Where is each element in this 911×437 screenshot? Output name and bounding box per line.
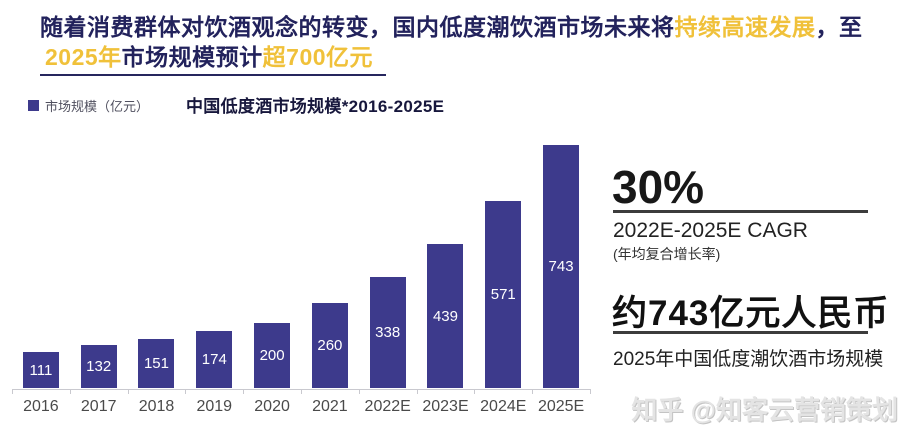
- x-axis-tick: [358, 389, 360, 394]
- bar-group-2025E: 743: [532, 145, 590, 388]
- x-axis-label-2020: 2020: [254, 398, 290, 415]
- legend-swatch-icon: [28, 100, 39, 111]
- bar-group-2020: 200: [243, 145, 301, 388]
- x-axis-label-2025E: 2025E: [537, 398, 585, 415]
- bar-value-label-2024E: 571: [490, 286, 516, 303]
- headline-line-1: 随着消费群体对饮酒观念的转变，国内低度潮饮酒市场未来将持续高速发展，至: [40, 12, 880, 42]
- bar-2025E: 743: [543, 145, 580, 388]
- headline-line-2: 2025年市场规模预计超700亿元: [45, 42, 880, 72]
- headline-highlight-amount: 超700亿元: [262, 44, 374, 70]
- headline-text-2: 市场规模预计: [121, 44, 263, 70]
- bar-value-label-2017: 132: [86, 358, 112, 375]
- cagr-label: 2022E-2025E CAGR: [613, 219, 808, 242]
- x-axis-label-2023E: 2023E: [422, 398, 469, 415]
- bar-2022E: 338: [369, 277, 406, 388]
- headline-highlight: 持续高速发展: [674, 14, 816, 40]
- bar-group-2018: 151: [128, 145, 186, 388]
- x-axis-tick: [301, 389, 302, 394]
- cagr-divider: [613, 210, 868, 213]
- chart-legend: 市场规模（亿元）: [28, 96, 149, 115]
- bar-value-label-2019: 174: [201, 351, 227, 368]
- x-axis-label-2017: 2017: [80, 398, 117, 415]
- bar-2017: 132: [80, 345, 117, 388]
- x-axis-tick: [69, 389, 71, 394]
- headline-text-suffix: ，至: [815, 14, 863, 40]
- bar-group-2019: 174: [185, 145, 243, 388]
- bar-value-label-2022E: 338: [375, 324, 401, 341]
- x-axis-tick: [127, 389, 129, 394]
- bar-group-2022E: 338: [359, 145, 417, 388]
- x-axis-label-2024E: 2024E: [480, 398, 527, 415]
- x-axis-tick: [12, 389, 13, 394]
- bar-value-label-2016: 111: [29, 361, 53, 379]
- bar-2016: 111: [22, 352, 59, 388]
- x-axis-tick: [416, 389, 418, 394]
- x-axis-tick: [590, 389, 591, 394]
- headline-text: 随着消费群体对饮酒观念的转变，国内低度潮饮酒市场未来将: [40, 14, 675, 40]
- bar-value-label-2020: 200: [259, 347, 285, 364]
- legend-label: 市场规模（亿元）: [45, 99, 150, 114]
- market-size-value: 约743亿元人民币: [612, 294, 890, 333]
- bar-value-label-2021: 260: [317, 337, 343, 354]
- x-axis-tick: [185, 389, 187, 394]
- x-axis-tick: [474, 389, 476, 394]
- bar-group-2017: 132: [70, 145, 128, 388]
- bar-2021: 260: [311, 303, 348, 388]
- x-axis-label-2018: 2018: [138, 398, 175, 415]
- headline-highlight-year: 2025年: [45, 44, 122, 70]
- bar-plot: 111 132 151 174 200 260 338 439 571 743: [12, 145, 590, 388]
- bar-group-2016: 111: [12, 145, 70, 388]
- bar-value-label-2023E: 439: [432, 307, 458, 325]
- market-size-divider: [613, 331, 868, 334]
- x-axis-tick: [243, 389, 245, 394]
- x-axis-label-2022E: 2022E: [364, 398, 411, 415]
- bar-2018: 151: [138, 339, 175, 388]
- bar-group-2023E: 439: [417, 145, 475, 388]
- bar-2024E: 571: [485, 201, 522, 388]
- x-axis-label-2016: 2016: [23, 398, 59, 415]
- x-axis-label-2021: 2021: [312, 398, 348, 415]
- bar-2020: 200: [254, 323, 291, 388]
- bar-2023E: 439: [427, 244, 464, 388]
- bar-value-label-2025E: 743: [548, 258, 574, 275]
- x-axis-labels: 2016 2017 2018 2019 2020 2021 2022E 2023E 2024E 2…: [12, 398, 590, 416]
- bar-value-label-2018: 151: [143, 355, 169, 372]
- x-axis: [12, 389, 591, 394]
- market-size-label: 2025年中国低度潮饮酒市场规模: [613, 349, 884, 370]
- cagr-value: 30%: [612, 161, 705, 213]
- bar-2019: 174: [196, 331, 233, 388]
- bar-group-2021: 260: [301, 145, 359, 388]
- headline: 随着消费群体对饮酒观念的转变，国内低度潮饮酒市场未来将持续高速发展，至 2025…: [40, 12, 880, 72]
- bar-group-2024E: 571: [474, 145, 532, 388]
- watermark: 知乎 @知客云营销策划: [631, 395, 898, 425]
- cagr-sublabel: (年均复合增长率): [613, 246, 721, 262]
- x-axis-tick: [532, 389, 534, 394]
- chart-title: 中国低度酒市场规模*2016-2025E: [186, 97, 445, 116]
- x-axis-label-2019: 2019: [196, 398, 233, 415]
- headline-divider: [40, 74, 386, 76]
